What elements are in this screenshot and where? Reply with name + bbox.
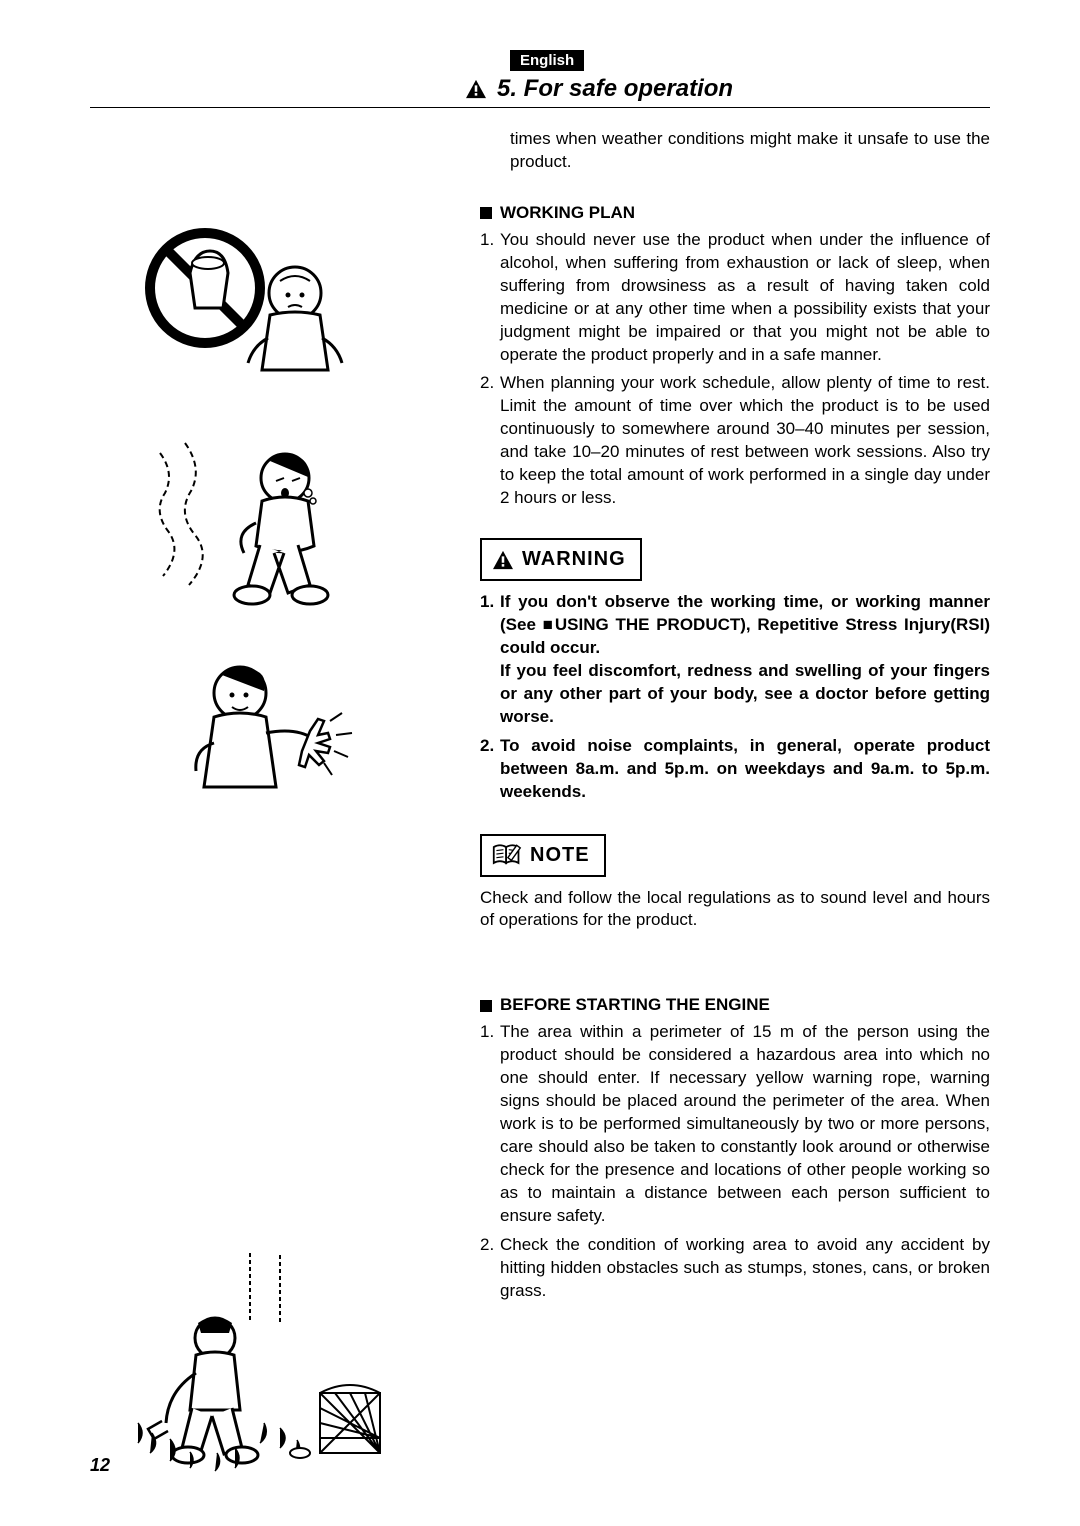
working-plan-heading-text: WORKING PLAN	[500, 203, 635, 222]
list-item-text: When planning your work schedule, allow …	[500, 373, 990, 507]
working-plan-list: 1.You should never use the product when …	[480, 229, 990, 510]
note-callout: NOTE	[480, 834, 606, 877]
list-item: 2.When planning your work schedule, allo…	[480, 372, 990, 510]
before-start-heading-text: BEFORE STARTING THE ENGINE	[500, 995, 770, 1014]
list-item-text: You should never use the product when un…	[500, 230, 990, 364]
list-item-text: Check the condition of working area to a…	[500, 1235, 990, 1300]
list-item: 2.To avoid noise complaints, in general,…	[480, 735, 990, 804]
before-start-list: 1.The area within a perimeter of 15 m of…	[480, 1021, 990, 1302]
square-bullet-icon	[480, 207, 492, 219]
warning-label: WARNING	[522, 546, 626, 573]
warning-triangle-icon	[465, 79, 487, 99]
intro-paragraph: times when weather conditions might make…	[510, 128, 990, 174]
header-rule	[90, 107, 990, 108]
illustrations-column	[90, 128, 450, 1493]
note-label: NOTE	[530, 842, 590, 869]
page-header: English 5. For safe operation	[465, 50, 990, 108]
illustration-no-alcohol	[130, 213, 380, 403]
square-bullet-icon	[480, 1000, 492, 1012]
warning-triangle-icon	[492, 550, 514, 570]
warning-list: 1.If you don't observe the working time,…	[480, 591, 990, 803]
list-item: 1.The area within a perimeter of 15 m of…	[480, 1021, 990, 1227]
working-plan-heading: WORKING PLAN	[480, 202, 990, 225]
list-item: 1.You should never use the product when …	[480, 229, 990, 367]
illustration-working-perimeter	[120, 1243, 400, 1493]
list-item: 1.If you don't observe the working time,…	[480, 591, 990, 729]
section-title-row: 5. For safe operation	[465, 75, 990, 103]
illustration-hand-discomfort	[130, 633, 380, 823]
language-badge: English	[510, 50, 584, 71]
section-title: 5. For safe operation	[497, 75, 733, 103]
text-column: times when weather conditions might make…	[480, 128, 990, 1493]
list-item-text: To avoid noise complaints, in general, o…	[500, 736, 990, 801]
warning-callout: WARNING	[480, 538, 642, 581]
illustration-tired-worker	[130, 423, 380, 613]
list-item-text: If you don't observe the working time, o…	[500, 592, 990, 726]
note-book-icon	[492, 843, 522, 867]
main-columns: times when weather conditions might make…	[90, 128, 990, 1493]
list-item: 2.Check the condition of working area to…	[480, 1234, 990, 1303]
before-start-heading: BEFORE STARTING THE ENGINE	[480, 994, 990, 1017]
list-item-text: The area within a perimeter of 15 m of t…	[500, 1022, 990, 1225]
page-number: 12	[90, 1455, 110, 1476]
note-paragraph: Check and follow the local regulations a…	[480, 887, 990, 933]
